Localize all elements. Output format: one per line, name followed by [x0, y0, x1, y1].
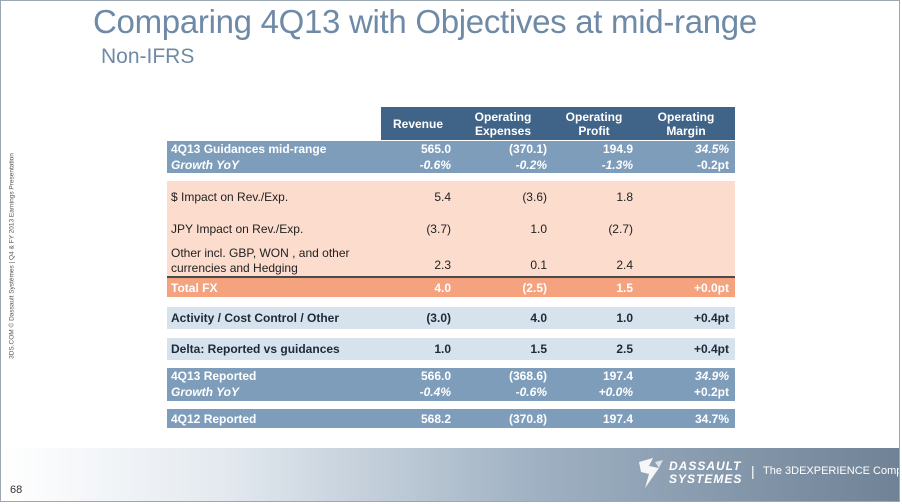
brand-name-line2: SYSTEMES: [669, 472, 743, 486]
side-copyright-text: 3DS.COM © Dassault Systèmes | Q4 & FY 20…: [8, 153, 16, 359]
fx-row-other: Other incl. GBP, WON , and other currenc…: [171, 246, 633, 275]
delta-row: Delta: Reported vs guidances 1.0 1.5 2.5…: [167, 338, 735, 360]
header-operating-expenses: Operating Expenses: [455, 107, 551, 140]
total-divider: [167, 276, 735, 278]
dassault-logo-icon: [639, 458, 663, 488]
slide-title: Comparing 4Q13 with Objectives at mid-ra…: [93, 3, 757, 40]
fx-row-usd: $ Impact on Rev./Exp. 5.4 (3.6) 1.8: [171, 190, 633, 204]
footer-bar: 68 DASSAULT SYSTEMES | The 3DEXPERIENCE …: [1, 448, 899, 501]
fx-row-jpy: JPY Impact on Rev./Exp. (3.7) 1.0 (2.7): [171, 222, 633, 236]
activity-row: Activity / Cost Control / Other (3.0) 4.…: [167, 307, 735, 329]
brand-name-line1: DASSAULT: [669, 459, 742, 473]
header-operating-profit: Operating Profit: [551, 107, 637, 140]
guidance-row: 4Q13 Guidances mid-range 565.0 (370.1) 1…: [167, 141, 735, 173]
reported-row: 4Q13 Reported 566.0 (368.6) 197.4 34.9% …: [167, 368, 735, 401]
brand-separator: |: [751, 463, 755, 479]
prior-year-row: 4Q12 Reported 568.2 (370.8) 197.4 34.7%: [167, 409, 735, 428]
slide-subtitle: Non-IFRS: [101, 45, 195, 68]
header-revenue: Revenue: [381, 107, 455, 140]
page-number: 68: [10, 484, 23, 496]
total-fx-row: Total FX 4.0 (2.5) 1.5 +0.0pt: [167, 278, 735, 297]
fx-impact-block: [167, 181, 735, 277]
brand-tagline: The 3DEXPERIENCE Company: [763, 465, 899, 477]
header-operating-margin: Operating Margin: [637, 107, 735, 140]
